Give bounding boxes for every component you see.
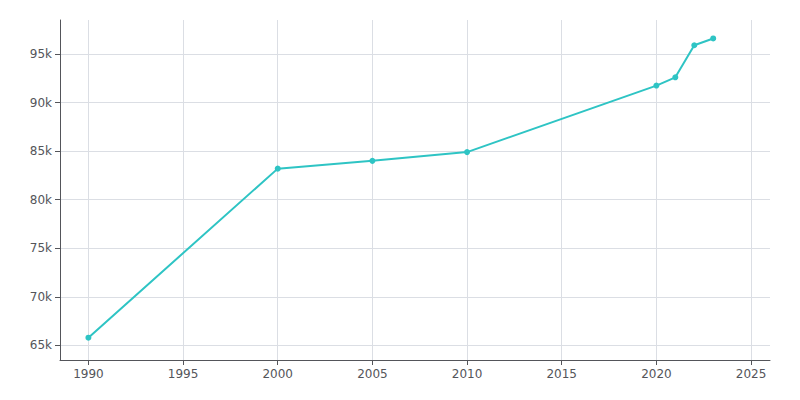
svg-text:2025: 2025: [736, 367, 767, 381]
svg-text:75k: 75k: [30, 241, 52, 255]
svg-text:1995: 1995: [168, 367, 199, 381]
svg-text:80k: 80k: [30, 193, 52, 207]
svg-text:2015: 2015: [546, 367, 577, 381]
svg-text:2020: 2020: [641, 367, 672, 381]
svg-text:70k: 70k: [30, 290, 52, 304]
svg-text:1990: 1990: [73, 367, 104, 381]
svg-text:90k: 90k: [30, 96, 52, 110]
svg-text:2010: 2010: [452, 367, 483, 381]
svg-text:65k: 65k: [30, 338, 52, 352]
svg-text:2005: 2005: [357, 367, 388, 381]
svg-text:85k: 85k: [30, 144, 52, 158]
svg-text:2000: 2000: [262, 367, 293, 381]
svg-text:95k: 95k: [30, 47, 52, 61]
